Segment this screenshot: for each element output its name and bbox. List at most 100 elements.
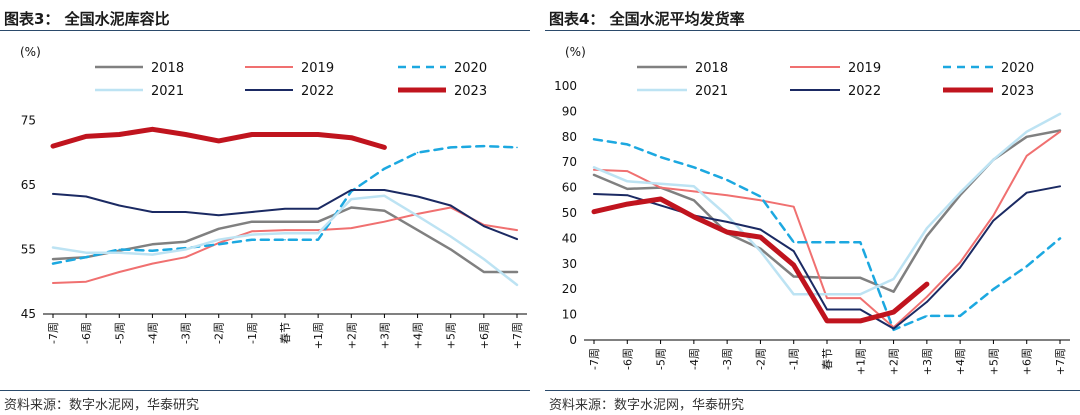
series-2019	[593, 130, 1061, 329]
data-point-2018	[516, 271, 518, 273]
data-point-2022	[284, 207, 286, 210]
data-point-2019	[1025, 155, 1028, 157]
data-point-2019	[151, 262, 154, 265]
data-point-2020	[759, 195, 762, 198]
data-point-2019	[992, 214, 995, 217]
legend-label-2020: 2020	[454, 61, 487, 76]
x-tick-label: +2周	[888, 348, 901, 375]
data-point-2020	[792, 241, 795, 244]
data-point-2023	[85, 135, 87, 138]
x-tick-label: 春节	[821, 348, 834, 370]
data-point-2021	[85, 251, 87, 254]
data-point-2022	[959, 266, 961, 269]
data-point-2022	[184, 211, 187, 213]
data-point-2021	[693, 185, 695, 188]
data-point-2022	[416, 195, 419, 198]
x-tick-label: -6周	[621, 348, 634, 370]
legend-label-2021: 2021	[151, 84, 184, 99]
x-tick-label: -3周	[180, 322, 193, 344]
series-2020	[592, 138, 1062, 332]
data-point-2021	[350, 198, 353, 200]
data-point-2018	[593, 174, 595, 176]
data-point-2023	[593, 210, 595, 213]
data-point-2021	[892, 278, 895, 280]
data-point-2019	[52, 282, 54, 284]
data-point-2018	[184, 240, 187, 243]
data-point-2020	[317, 238, 319, 241]
series-2022	[593, 185, 1061, 330]
data-point-2019	[926, 296, 928, 298]
data-point-2019	[383, 220, 386, 223]
data-point-2023	[217, 140, 220, 142]
series-2021	[592, 112, 1062, 296]
cement-storage-ratio-chart: (%) 45 55 65 75 -7周 -6周 -5周 -4周 -3周 -2周 -1周 春节 +1周 +2周…	[20, 45, 527, 349]
data-point-2019	[859, 297, 862, 299]
x-tick-label: +5周	[987, 348, 1000, 375]
data-point-2020	[959, 315, 961, 317]
data-point-2021	[516, 284, 518, 286]
data-point-2019	[516, 229, 518, 231]
legend-label-2019: 2019	[848, 61, 881, 76]
data-point-2018	[449, 248, 452, 251]
data-point-2022	[859, 308, 862, 311]
data-point-2023	[284, 133, 286, 136]
data-point-2023	[926, 283, 928, 285]
y-tick-label: 70	[562, 155, 577, 169]
y-tick-label: 20	[562, 282, 577, 296]
data-point-2022	[992, 219, 995, 222]
x-tick-label: -1周	[788, 348, 801, 370]
data-point-2021	[184, 248, 187, 251]
data-point-2022	[626, 194, 629, 197]
chart-3-title: 图表3： 全国水泥库容比	[4, 10, 170, 28]
data-point-2020	[217, 243, 220, 246]
data-point-2022	[449, 204, 452, 207]
data-point-2023	[726, 231, 728, 233]
data-point-2018	[1025, 136, 1028, 138]
data-point-2019	[284, 229, 286, 231]
data-point-2022	[52, 193, 54, 195]
legend-label-2019: 2019	[301, 61, 334, 76]
data-point-2022	[759, 228, 762, 231]
data-point-2020	[516, 146, 518, 149]
y-tick-label: 0	[569, 333, 577, 347]
data-point-2020	[383, 167, 386, 170]
data-point-2018	[217, 227, 220, 230]
x-tick-label: +3周	[921, 348, 934, 375]
chart-4-title: 图表4： 全国水泥平均发货率	[549, 10, 745, 28]
legend-label-2023: 2023	[454, 84, 487, 99]
data-point-2022	[516, 238, 518, 240]
data-point-2018	[693, 199, 695, 202]
series-line-2022	[52, 189, 518, 241]
data-point-2020	[593, 138, 595, 141]
data-point-2023	[383, 146, 386, 149]
data-point-2022	[350, 189, 353, 191]
data-point-2023	[118, 133, 121, 136]
data-point-2018	[251, 220, 253, 223]
data-point-2019	[693, 190, 695, 193]
x-tick-label: -4周	[688, 348, 701, 370]
series-2023	[50, 126, 387, 150]
data-point-2018	[52, 258, 54, 260]
y-tick-label: 40	[562, 231, 577, 245]
data-point-2020	[284, 238, 286, 241]
data-point-2022	[726, 221, 728, 223]
data-point-2019	[726, 194, 728, 197]
data-point-2020	[416, 151, 419, 154]
y-tick-label: 100	[554, 79, 577, 93]
x-tick-label: +1周	[312, 322, 325, 349]
source-note-right: 资料来源：数字水泥网，华泰研究	[549, 398, 745, 413]
data-point-2022	[1059, 185, 1061, 188]
data-point-2018	[792, 275, 795, 278]
data-point-2018	[151, 243, 154, 246]
x-tick-label: +7周	[511, 322, 524, 349]
cement-shipment-rate-chart: (%) 0 10 20 30 40 50 60 70 80 90 100 -7周 -6周 -5周 -4周 -3周…	[554, 45, 1070, 375]
data-point-2018	[383, 209, 386, 212]
data-point-2020	[52, 262, 54, 265]
x-tick-label: +1周	[854, 348, 867, 375]
data-point-2021	[416, 215, 419, 217]
x-tick-label: -1周	[246, 322, 259, 344]
data-point-2020	[449, 146, 452, 149]
y-tick-label: 90	[562, 104, 577, 118]
data-point-2022	[1025, 191, 1028, 194]
data-point-2021	[826, 293, 828, 296]
